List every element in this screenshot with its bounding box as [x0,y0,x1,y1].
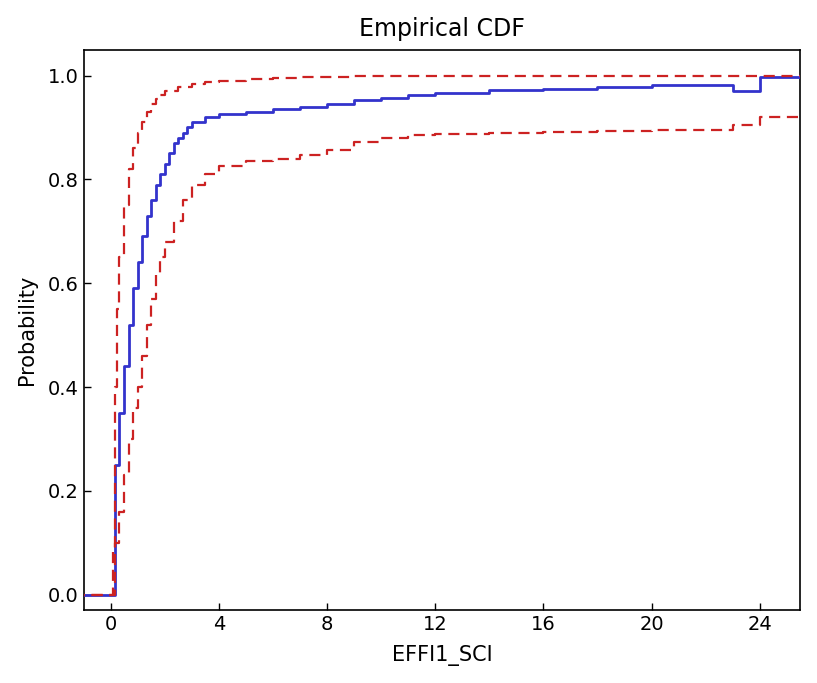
Title: Empirical CDF: Empirical CDF [359,16,525,41]
Y-axis label: Probability: Probability [16,275,37,385]
X-axis label: EFFI1_SCI: EFFI1_SCI [391,645,492,667]
